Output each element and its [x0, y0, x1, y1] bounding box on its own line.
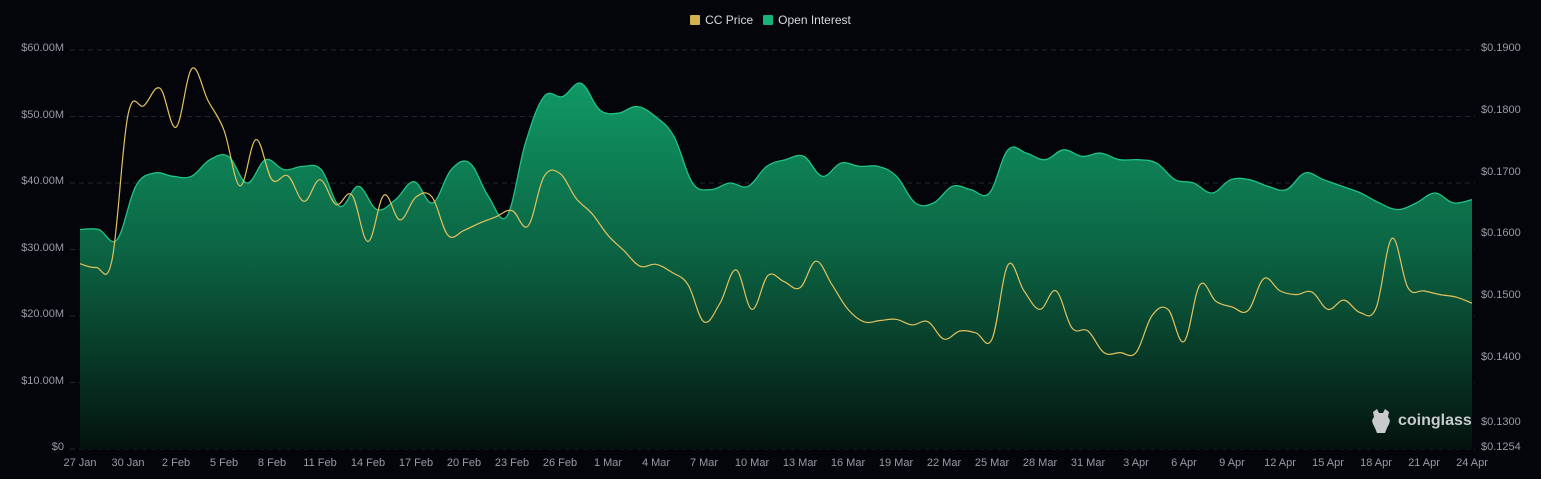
- watermark-text: coinglass: [1398, 412, 1472, 429]
- x-axis-tick: 19 Mar: [878, 457, 914, 469]
- open-interest-area[interactable]: [80, 83, 1472, 450]
- x-axis-tick: 10 Mar: [734, 457, 770, 469]
- x-axis-tick: 2 Feb: [161, 457, 191, 469]
- coinglass-watermark: coinglass: [1370, 408, 1472, 434]
- left-axis-tick: $10.00M: [21, 374, 64, 387]
- x-axis-tick: 1 Mar: [593, 457, 623, 469]
- x-axis-tick: 3 Apr: [1123, 457, 1149, 469]
- right-axis-tick: $0.1600: [1481, 227, 1521, 240]
- left-axis-tick: $20.00M: [21, 308, 64, 320]
- legend-item-open-interest[interactable]: Open Interest: [763, 13, 851, 27]
- x-axis-tick: 16 Mar: [830, 457, 866, 469]
- x-axis-tick: 15 Apr: [1312, 457, 1344, 469]
- x-axis-tick: 17 Feb: [398, 457, 434, 469]
- x-axis-tick: 24 Apr: [1456, 457, 1488, 469]
- cc-price-swatch-icon: [690, 15, 701, 25]
- left-axis-tick: $0: [51, 441, 64, 453]
- chart-legend: CC Price Open Interest: [0, 13, 1541, 27]
- x-axis-tick: 28 Mar: [1022, 457, 1058, 469]
- x-axis-tick: 5 Feb: [209, 457, 239, 469]
- x-axis-tick: 4 Mar: [641, 457, 671, 469]
- open-interest-swatch-icon: [763, 15, 774, 25]
- open-interest-line[interactable]: [79, 82, 1473, 243]
- x-axis-tick: 22 Mar: [926, 457, 962, 469]
- right-axis-tick: $0.1700: [1481, 165, 1521, 178]
- x-axis-tick: 27 Jan: [63, 457, 97, 469]
- x-axis-tick: 26 Feb: [542, 457, 578, 469]
- x-axis-tick: 20 Feb: [446, 457, 482, 469]
- legend-label: CC Price: [705, 13, 754, 27]
- right-axis-tick: $0.1800: [1481, 103, 1521, 116]
- right-axis-tick: $0.1254: [1481, 441, 1521, 453]
- coinglass-logo-icon: [1372, 409, 1390, 433]
- left-axis-tick: $40.00M: [21, 175, 64, 187]
- right-axis-tick: $0.1500: [1481, 289, 1521, 302]
- x-axis-tick: 18 Apr: [1360, 457, 1392, 469]
- legend-item-cc-price[interactable]: CC Price: [690, 13, 753, 27]
- x-axis-tick: 30 Jan: [111, 457, 145, 469]
- x-axis-tick: 21 Apr: [1408, 457, 1440, 469]
- left-axis-tick: $30.00M: [21, 241, 64, 254]
- x-axis-tick: 23 Feb: [494, 457, 530, 469]
- x-axis-tick: 13 Mar: [782, 457, 818, 469]
- right-axis-tick: $0.1900: [1481, 42, 1521, 54]
- right-axis-tick: $0.1300: [1481, 416, 1521, 428]
- x-axis-tick: 31 Mar: [1070, 457, 1106, 469]
- right-axis-tick: $0.1400: [1481, 350, 1521, 363]
- x-axis-tick: 9 Apr: [1219, 457, 1245, 469]
- left-axis-tick: $50.00M: [21, 108, 64, 121]
- x-axis-tick: 25 Mar: [974, 457, 1010, 469]
- cc-price-line[interactable]: [79, 67, 1473, 357]
- left-axis-tick: $60.00M: [21, 42, 64, 54]
- x-axis-tick: 6 Apr: [1171, 457, 1197, 469]
- x-axis-tick: 12 Apr: [1264, 457, 1296, 469]
- x-axis-tick: 8 Feb: [257, 457, 287, 469]
- x-axis-tick: 7 Mar: [689, 457, 719, 469]
- x-axis-tick: 11 Feb: [303, 457, 337, 469]
- x-axis-tick: 14 Feb: [350, 457, 386, 469]
- legend-label: Open Interest: [778, 13, 851, 27]
